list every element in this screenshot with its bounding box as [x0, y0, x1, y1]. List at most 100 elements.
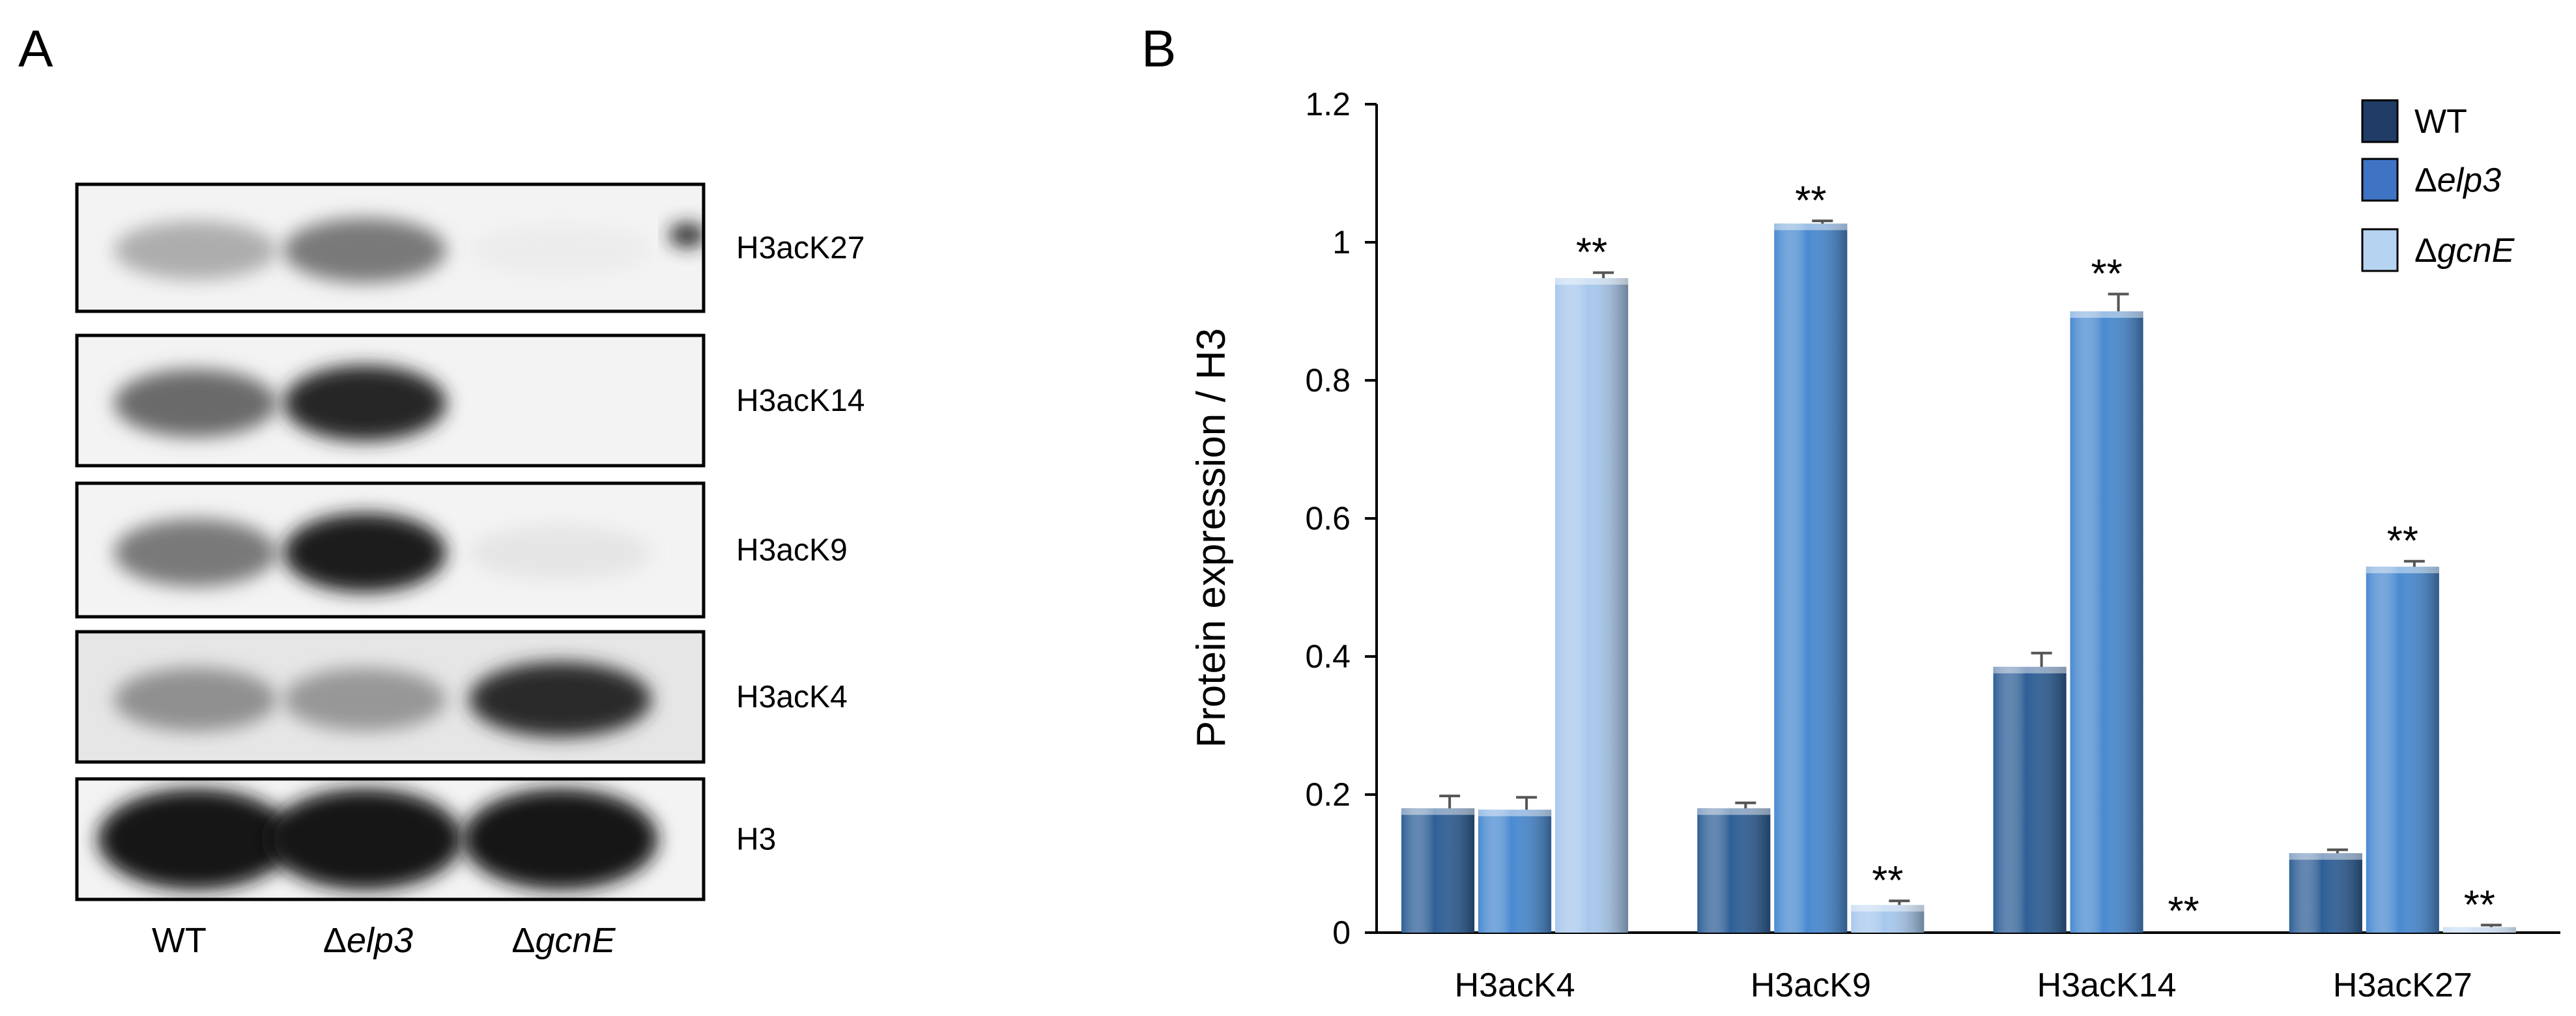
bar-highlight [1993, 666, 2067, 673]
band-lane-3 [463, 788, 658, 890]
band-lane-1 [114, 369, 277, 438]
band-lane-3 [469, 662, 651, 737]
band-lane-2 [283, 668, 446, 731]
group-h3ack4: ** H3acK4 [1401, 231, 1629, 1004]
bar-chart: 0 0.2 0.4 0.6 0.8 1 1.2 Protein expression / H3… [1189, 86, 2560, 1004]
band-lane-1 [114, 221, 277, 280]
lane-name: elp3 [347, 921, 413, 960]
x-tick-label: H3acK27 [2333, 967, 2472, 1004]
bar-shading [1401, 808, 1475, 933]
band-lane-1 [114, 518, 277, 587]
x-tick-label: H3acK14 [2037, 967, 2177, 1004]
lane-name: gcnE [535, 921, 616, 960]
blot-label: H3acK9 [736, 533, 848, 568]
band-lane-3 [469, 224, 651, 277]
blot-label: H3acK27 [736, 231, 865, 266]
legend-swatch [2361, 99, 2399, 143]
panel-b-label: B [1141, 20, 1176, 78]
legend-swatch [2361, 158, 2399, 202]
bar-shading [2442, 927, 2516, 933]
bar-shading [1774, 223, 1848, 933]
blot-h3ack14: H3acK14 [75, 333, 865, 468]
x-tick-label: H3acK4 [1455, 967, 1575, 1004]
y-tick-label: 1.2 [1305, 86, 1351, 122]
legend-label: WT [2414, 103, 2467, 141]
significance-mark: ** [1872, 858, 1903, 903]
bar-shading [1555, 278, 1629, 933]
significance-mark: ** [2387, 519, 2418, 564]
panel-b: B 0 0.2 0.4 0.6 0.8 1 1.2 Protein expression / … [1141, 20, 2560, 1004]
blot-border [75, 182, 706, 313]
legend-swatch [2361, 228, 2399, 272]
y-tick-label: 0.4 [1305, 638, 1351, 675]
y-axis-label: Protein expression / H3 [1189, 328, 1234, 748]
legend-item-elp3: Δelp3 [2361, 158, 2501, 202]
significance-mark: ** [2091, 252, 2122, 297]
bar-highlight [2442, 927, 2516, 933]
blot-border [75, 333, 706, 468]
y-tick-label: 1 [1332, 224, 1351, 261]
bar-highlight [1401, 808, 1475, 815]
band-lane-1 [114, 668, 277, 731]
significance-mark: ** [2168, 889, 2199, 934]
bar-highlight [1774, 223, 1848, 231]
bar-shading [1478, 810, 1552, 933]
blot-speck [669, 223, 704, 247]
legend-label: ΔgcnE [2414, 232, 2515, 270]
group-h3ack9: ** ** H3acK9 [1697, 178, 1925, 1004]
bar-shading [1851, 905, 1925, 933]
panel-a-label: A [18, 20, 53, 78]
band-lane-3 [469, 525, 651, 581]
band-lane-1 [98, 788, 293, 890]
band-lane-2 [283, 365, 446, 442]
band-lane-2 [283, 513, 446, 593]
lane-labels: WT Δelp3 ΔgcnE [152, 921, 616, 960]
blot-h3ack27: H3acK27 [75, 182, 865, 313]
blot-label: H3acK4 [736, 680, 848, 714]
bar-highlight [1555, 278, 1629, 285]
group-h3ack27: ** ** H3acK27 [2289, 519, 2516, 1004]
y-tick-label: 0.8 [1305, 362, 1351, 399]
y-tick-label: 0.2 [1305, 776, 1351, 813]
bar-shading [1993, 666, 2067, 933]
legend-label: Δelp3 [2414, 162, 2501, 199]
significance-mark: ** [1795, 178, 1826, 223]
lane-name: WT [152, 921, 207, 960]
bar-highlight [1697, 808, 1771, 815]
bar-highlight [2366, 567, 2439, 574]
blot-border [75, 630, 706, 764]
bar-highlight [2289, 853, 2362, 860]
significance-mark: ** [2464, 882, 2495, 927]
band-lane-2 [267, 788, 463, 890]
delta-symbol: Δ [511, 921, 535, 960]
bar-shading [1697, 808, 1771, 933]
blot-stack: H3acK27 H3acK14 H3acK9 H3acK4 H3 [75, 182, 865, 901]
y-tick-label: 0 [1332, 914, 1351, 951]
significance-mark: ** [1576, 231, 1607, 275]
blot-label: H3acK14 [736, 384, 865, 418]
legend: WT Δelp3 ΔgcnE [2361, 99, 2515, 272]
lane-label: WT [152, 921, 207, 960]
band-lane-2 [283, 218, 446, 283]
legend-item-gcne: ΔgcnE [2361, 228, 2515, 272]
delta-symbol: Δ [323, 921, 347, 960]
blot-h3: H3 [75, 777, 776, 901]
bar-shading [2289, 853, 2362, 933]
bar-shading [2070, 311, 2143, 933]
blot-border [75, 777, 706, 901]
legend-item-wt: WT [2361, 99, 2467, 143]
blot-h3ack9: H3acK9 [75, 481, 848, 619]
x-tick-label: H3acK9 [1751, 967, 1871, 1004]
blot-border [75, 481, 706, 619]
bar-highlight [1478, 810, 1552, 817]
bar-highlight [1851, 905, 1925, 912]
bar-highlight [2070, 311, 2143, 318]
blot-h3ack4: H3acK4 [75, 630, 848, 764]
y-tick-label: 0.6 [1305, 500, 1351, 537]
blot-label: H3 [736, 823, 776, 857]
lane-label: Δelp3 [323, 921, 413, 960]
bar-shading [2366, 567, 2439, 933]
group-h3ack14: ** ** H3acK14 [1993, 252, 2199, 1004]
